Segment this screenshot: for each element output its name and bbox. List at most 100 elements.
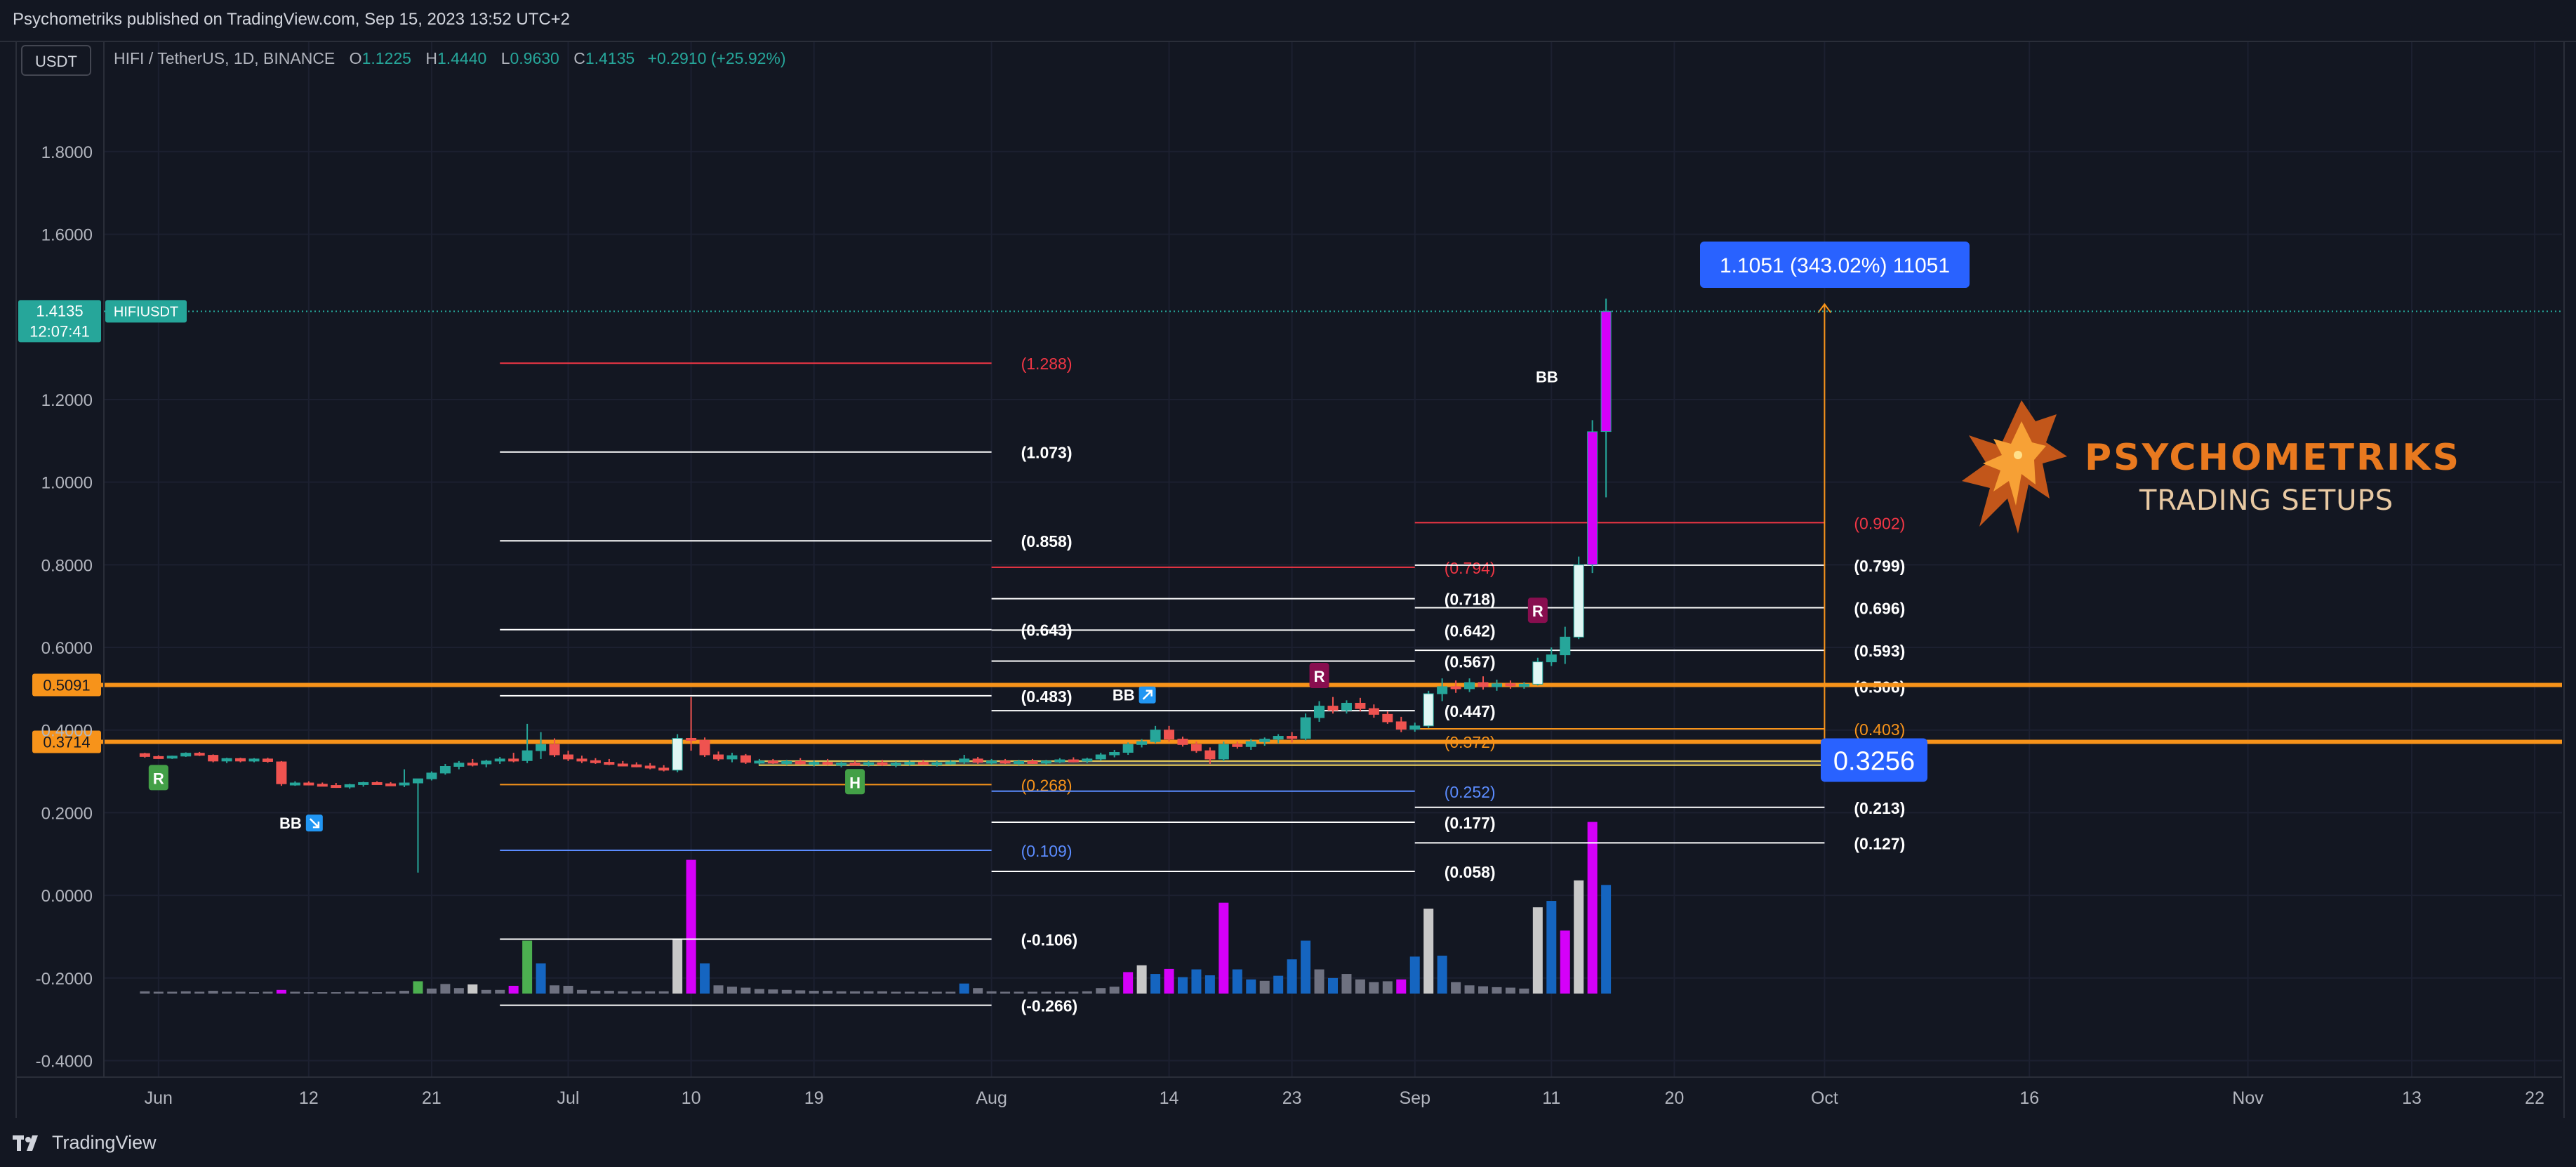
time-axis-label: 16 xyxy=(2019,1088,2039,1108)
volume-bar xyxy=(918,991,929,994)
candle-body xyxy=(836,763,847,766)
volume-bar xyxy=(672,939,683,994)
volume-bar xyxy=(618,991,628,994)
volume-bar xyxy=(850,991,861,994)
candle-body xyxy=(699,739,710,756)
candle-body xyxy=(522,750,533,761)
candle-body xyxy=(1082,758,1093,762)
entry-label-box xyxy=(1821,738,1927,782)
candle-body xyxy=(740,755,751,763)
volume-bar xyxy=(1574,880,1584,994)
volume-bar xyxy=(1369,982,1379,994)
volume-bar xyxy=(536,963,546,994)
volume-bar xyxy=(413,981,423,994)
candle-body xyxy=(959,758,970,763)
volume-bar xyxy=(140,991,150,994)
price-axis-label: -0.2000 xyxy=(36,970,93,989)
fib-level-label: (0.127) xyxy=(1854,834,1905,852)
volume-bar xyxy=(1505,987,1515,994)
time-axis-label: 23 xyxy=(1282,1088,1302,1108)
fib-level-label: (0.483) xyxy=(1021,687,1073,706)
volume-bar xyxy=(1014,991,1024,994)
volume-bar xyxy=(399,991,410,994)
candle-body xyxy=(1423,693,1434,727)
psychometriks-watermark: PSYCHOMETRIKS TRADING SETUPS xyxy=(1951,393,2459,562)
candle-body xyxy=(781,760,792,764)
candle-body xyxy=(1600,310,1612,433)
volume-bar xyxy=(781,989,792,994)
volume-bar xyxy=(290,991,300,994)
horizontal-lines[interactable]: 0.5091 0.3714 xyxy=(32,673,2562,753)
volume-bar xyxy=(372,992,383,994)
fib-level-label: (1.073) xyxy=(1021,444,1073,462)
price-axis-label: 1.6000 xyxy=(41,226,93,245)
candle-body xyxy=(289,782,300,786)
candle-body xyxy=(945,761,956,765)
volume-bar xyxy=(1246,979,1256,994)
low-value: 0.9630 xyxy=(510,49,559,67)
volume-bar xyxy=(1355,979,1365,994)
fib-level-label: (0.109) xyxy=(1021,842,1073,860)
candle-body xyxy=(1491,683,1502,687)
currency-button[interactable]: USDT xyxy=(21,45,91,76)
time-axis-label: 22 xyxy=(2525,1088,2544,1108)
fib-level-label: (-0.106) xyxy=(1021,930,1078,949)
candle-body xyxy=(1478,682,1489,687)
candle-body xyxy=(358,782,369,785)
candle-body xyxy=(986,760,997,764)
tradingview-logo[interactable]: TradingView xyxy=(13,1132,157,1154)
signal-badge xyxy=(845,769,865,795)
volume-bar xyxy=(495,989,505,994)
fib-level-label: (1.288) xyxy=(1021,355,1073,373)
candle-body xyxy=(235,758,246,762)
candle-body xyxy=(972,758,983,763)
price-badge-label: 0.5091 xyxy=(43,677,90,694)
volume-bar xyxy=(1314,969,1324,994)
high-value: 1.4440 xyxy=(437,49,487,67)
candle-body xyxy=(917,762,929,765)
candle-body xyxy=(1218,744,1229,760)
candle-body xyxy=(562,754,573,760)
volume-bar xyxy=(877,991,887,994)
projection[interactable]: 1.1051 (343.02%) 11051 0.3256 xyxy=(1700,242,1970,782)
volume-bar xyxy=(358,991,369,994)
fib-level-label: (0.447) xyxy=(1445,702,1496,720)
candle-body xyxy=(890,763,901,766)
time-axis-label: 19 xyxy=(804,1088,824,1108)
close-label: C xyxy=(573,49,585,67)
volume-bar xyxy=(1587,822,1598,994)
candle-body xyxy=(631,764,642,767)
time-axis-label: 14 xyxy=(1160,1088,1179,1108)
projection-arrow-icon xyxy=(1817,303,1832,313)
open-value: 1.1225 xyxy=(361,49,411,67)
volume-bar xyxy=(823,991,833,994)
fib-level-label: (0.567) xyxy=(1445,652,1496,671)
candle-body xyxy=(344,784,355,788)
volume-bar xyxy=(1396,979,1407,994)
volume-bar xyxy=(453,988,464,994)
candle-body xyxy=(576,758,587,762)
volume-bar xyxy=(303,992,314,994)
candle-body xyxy=(1518,683,1529,687)
candle-body xyxy=(1177,739,1188,745)
price-axis[interactable]: 1.8000 1.6000 1.2000 1.0000 0.8000 0.6000 0.40… xyxy=(36,41,105,1077)
volume-bar xyxy=(167,991,178,994)
candle-body xyxy=(904,762,915,765)
candle-body xyxy=(1014,760,1025,764)
volume-bar xyxy=(1164,968,1174,994)
time-axis-label: 11 xyxy=(1542,1088,1560,1108)
volume-bar xyxy=(768,989,778,994)
brand-name: PSYCHOMETRIKS xyxy=(2085,437,2462,479)
time-axis[interactable]: Jun 12 21 Jul 10 19 Aug 14 23 Sep 11 20 Oct 16 Nov 13 22 xyxy=(15,1076,2562,1108)
candle-body xyxy=(1505,683,1516,687)
volume-bar xyxy=(317,992,328,994)
volume-bar xyxy=(1423,909,1434,994)
candle-body xyxy=(809,762,820,765)
volume-bar xyxy=(426,988,437,994)
volume-bar xyxy=(959,983,969,994)
volume-bar xyxy=(1519,988,1529,994)
candle-body xyxy=(1355,702,1366,709)
volume-bar xyxy=(1150,974,1161,994)
fib-level-label: (0.403) xyxy=(1854,720,1905,739)
